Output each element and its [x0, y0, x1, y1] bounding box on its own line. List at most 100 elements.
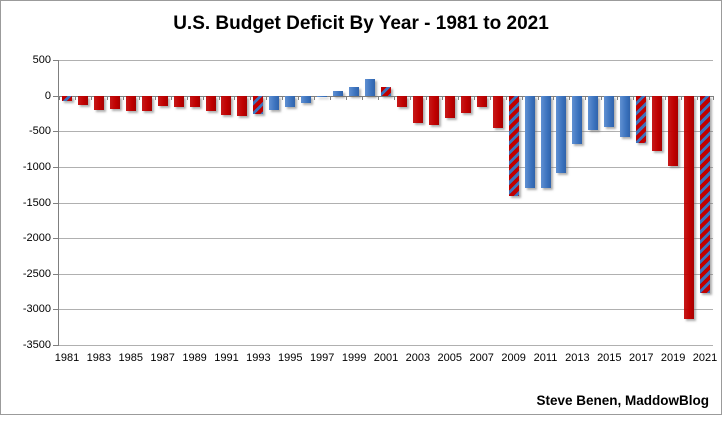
x-axis-tick [59, 95, 60, 100]
y-axis-tick--2000 [53, 238, 58, 240]
x-axis-tick [713, 95, 714, 100]
x-axis-tick [170, 95, 172, 100]
bar-1999 [349, 86, 360, 96]
bar-1994 [269, 95, 280, 111]
bar-1984 [109, 95, 120, 109]
bar-2017 [636, 95, 647, 143]
x-axis-tick [473, 95, 475, 100]
x-axis-tick [393, 95, 395, 100]
x-axis-tick [601, 95, 603, 100]
x-axis-tick [106, 95, 108, 100]
x-axis-label-1987: 1987 [150, 352, 175, 364]
y-axis-label--1500: -1500 [22, 196, 51, 209]
y-axis-tick-0 [53, 95, 58, 97]
bar-1997 [317, 95, 328, 98]
x-axis-label-2003: 2003 [405, 352, 431, 364]
bar-1981 [61, 95, 72, 102]
x-axis-tick [441, 95, 443, 100]
x-axis-label-2021: 2021 [692, 352, 718, 364]
x-axis-tick [138, 95, 140, 100]
x-axis-tick [457, 95, 459, 100]
plot-area: 500 0 -500 -1000 -1500 -2000 -2500 -3000 -3500 19… [23, 54, 717, 364]
bar-2004 [428, 95, 439, 126]
x-axis-tick [330, 95, 332, 100]
bar-1990 [205, 95, 216, 112]
x-axis-label-2007: 2007 [469, 352, 494, 364]
x-axis-tick [202, 95, 204, 100]
x-axis-label-1989: 1989 [182, 352, 207, 364]
y-axis-tick--3000 [53, 309, 58, 311]
x-axis-tick [521, 95, 523, 100]
y-axis-label--2500: -2500 [22, 267, 51, 280]
x-axis-tick [425, 95, 427, 100]
gridline-0 [59, 95, 713, 97]
x-axis-label-1991: 1991 [214, 352, 239, 364]
gridline--1500 [59, 202, 713, 204]
x-axis-label-2017: 2017 [628, 352, 654, 364]
gridline--2500 [59, 273, 713, 275]
x-axis-tick [346, 95, 348, 100]
x-axis-tick [362, 95, 364, 100]
x-axis-tick [154, 95, 156, 100]
x-axis-label-2015: 2015 [597, 352, 622, 364]
x-axis-label-2019: 2019 [660, 352, 686, 364]
bar-2021 [700, 95, 711, 294]
x-axis-tick [298, 95, 300, 100]
bar-2014 [588, 95, 599, 131]
y-axis-tick--1500 [53, 202, 58, 204]
y-axis-tick--500 [53, 131, 58, 133]
bar-2010 [524, 95, 535, 188]
credit-text: Steve Benen, MaddowBlog [536, 393, 709, 408]
x-axis-label-2001: 2001 [373, 352, 399, 364]
x-axis-tick [649, 95, 651, 100]
y-axis-label-0: 0 [44, 89, 51, 102]
x-axis-tick [553, 95, 555, 100]
bar-1982 [77, 95, 88, 105]
y-axis-tick--3500 [53, 345, 58, 346]
bar-2006 [460, 95, 471, 114]
x-axis-label-2011: 2011 [533, 352, 558, 364]
x-axis-tick [314, 95, 316, 100]
bar-1993 [253, 95, 264, 114]
bar-1996 [301, 95, 312, 104]
chart-title: U.S. Budget Deficit By Year - 1981 to 20… [173, 13, 549, 34]
x-axis-label-2013: 2013 [565, 352, 590, 364]
x-axis-label-1997: 1997 [309, 352, 335, 364]
gridline-500 [59, 60, 713, 61]
bar-1983 [93, 95, 104, 111]
x-axis-label-2009: 2009 [501, 352, 526, 364]
x-axis-tick [537, 95, 539, 100]
x-axis-label-1995: 1995 [278, 352, 303, 364]
y-axis-label--2000: -2000 [22, 232, 51, 245]
bar-2013 [572, 95, 583, 145]
bar-2011 [540, 95, 551, 189]
x-axis-tick [409, 95, 411, 100]
y-axis-label-500: 500 [32, 54, 51, 66]
x-axis-tick [697, 95, 699, 100]
bar-2015 [604, 95, 615, 128]
x-axis-tick [585, 95, 587, 100]
bar-1987 [157, 95, 168, 107]
bar-2007 [476, 95, 487, 108]
x-axis-tick [250, 95, 252, 100]
y-axis-tick-500 [53, 60, 58, 61]
x-axis-tick [186, 95, 188, 100]
x-axis-tick [282, 95, 284, 100]
x-axis-tick [489, 95, 491, 100]
bar-2000 [365, 78, 376, 96]
x-axis-tick [617, 95, 619, 100]
gridline--1000 [59, 166, 713, 168]
x-axis-tick [505, 95, 507, 100]
y-axis-label--500: -500 [28, 125, 51, 138]
x-axis-label-1983: 1983 [86, 352, 112, 364]
x-axis-tick [218, 95, 220, 100]
bar-1988 [173, 95, 184, 107]
x-axis-tick [266, 95, 268, 100]
bar-2003 [412, 95, 423, 123]
y-axis-label--3500: -3500 [22, 339, 51, 351]
y-axis-label--1000: -1000 [22, 160, 51, 173]
gridline--2000 [59, 238, 713, 240]
bar-2020 [684, 95, 695, 319]
x-axis-label-1993: 1993 [246, 352, 271, 364]
